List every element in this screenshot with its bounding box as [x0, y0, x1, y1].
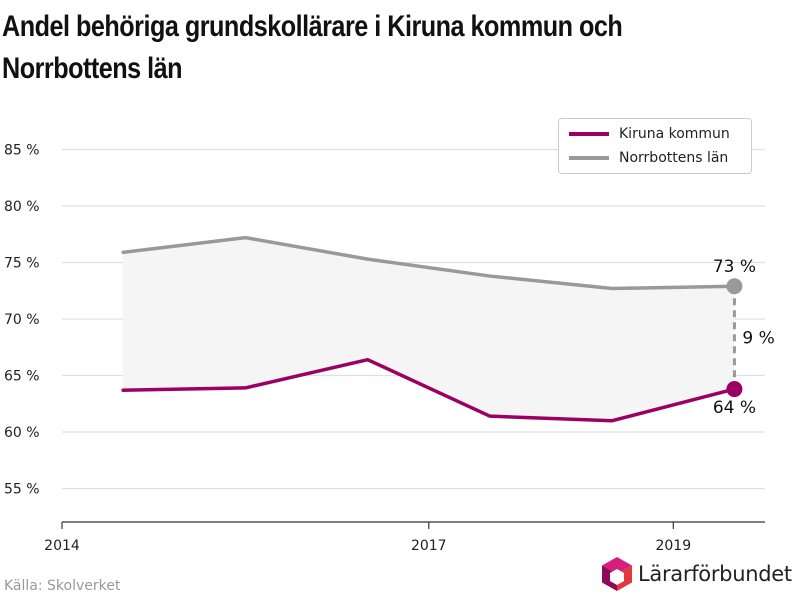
gap-label: 9 %: [742, 329, 774, 349]
x-axis: 2014 2017 2019: [44, 521, 765, 554]
legend-item-kiruna: Kiruna kommun: [569, 123, 730, 145]
y-tick-label: 75 %: [4, 256, 40, 272]
gap-band: [123, 237, 735, 421]
chart-title-line-2: Norrbottens län: [2, 52, 183, 85]
legend-label-norrbotten: Norrbottens län: [619, 150, 729, 166]
logo-mark-icon: [602, 557, 632, 591]
kiruna-end-point: [726, 381, 743, 398]
x-tick-label: 2019: [655, 538, 691, 554]
y-tick-label: 60 %: [4, 425, 40, 441]
x-tick-label: 2017: [411, 538, 447, 554]
legend-label-kiruna: Kiruna kommun: [619, 126, 730, 142]
series-line: [121, 235, 737, 291]
logo-text: Lärarförbundet: [638, 562, 792, 586]
y-axis-ticks: 55 % 60 % 65 % 70 % 75 % 80 % 85 %: [4, 143, 40, 498]
y-tick-label: 65 %: [4, 369, 40, 385]
legend: Kiruna kommun Norrbottens län: [558, 118, 752, 174]
legend-item-norrbotten: Norrbottens län: [569, 147, 728, 169]
chart-title-line-1: Andel behöriga grundskollärare i Kiruna …: [2, 10, 623, 43]
series-lines: [121, 235, 743, 423]
gap-band-area: [123, 237, 735, 421]
kiruna-end-label: 64 %: [713, 398, 756, 418]
y-tick-label: 70 %: [4, 312, 40, 328]
x-tick-label: 2014: [44, 538, 80, 554]
chart-title: Andel behöriga grundskollärare i Kiruna …: [2, 6, 666, 90]
legend-swatch-kiruna: [569, 132, 609, 136]
legend-swatch-norrbotten: [569, 156, 609, 160]
source-note: Källa: Skolverket: [4, 578, 121, 594]
series-line: [121, 357, 737, 423]
end-annotations: 73 % 64 % 9 %: [713, 257, 775, 418]
y-tick-label: 80 %: [4, 199, 40, 215]
norrbotten-end-label: 73 %: [713, 257, 756, 277]
y-tick-label: 55 %: [4, 482, 40, 498]
y-tick-label: 85 %: [4, 143, 40, 159]
larar-logo: Lärarförbundet: [602, 557, 792, 591]
norrbotten-end-point: [726, 278, 743, 295]
